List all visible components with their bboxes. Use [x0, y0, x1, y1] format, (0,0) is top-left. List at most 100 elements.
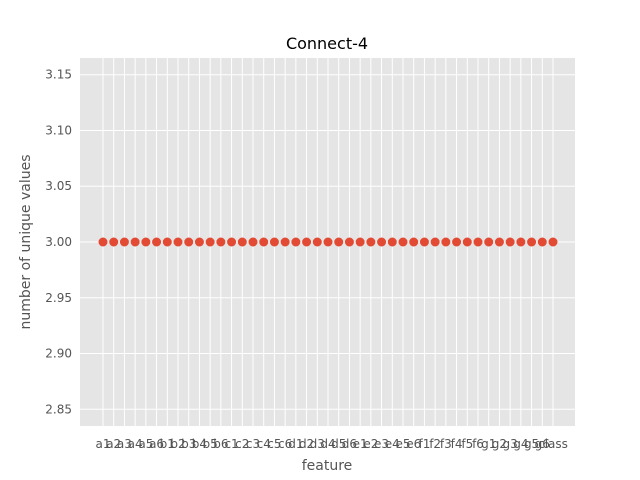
data-point-e1	[355, 237, 365, 247]
y-tick-label: 3.15	[45, 68, 72, 82]
data-point-f6	[473, 237, 483, 247]
data-point-a3	[119, 237, 129, 247]
data-point-a4	[130, 237, 140, 247]
data-point-b6	[216, 237, 226, 247]
data-points	[98, 237, 558, 247]
data-point-d4	[323, 237, 333, 247]
data-point-a2	[109, 237, 119, 247]
x-axis-label: feature	[302, 458, 353, 474]
x-tick-label: e2	[363, 437, 378, 451]
data-point-g6	[537, 237, 547, 247]
x-tick-label: f4	[451, 437, 463, 451]
data-point-e5	[398, 237, 408, 247]
x-tick-label: e1	[353, 437, 368, 451]
data-point-c1	[227, 237, 237, 247]
data-point-a6	[152, 237, 162, 247]
x-tick-label: a1	[96, 437, 111, 451]
y-tick-label: 2.95	[45, 291, 72, 305]
x-tick-label: g2	[492, 437, 507, 451]
y-tick-label: 2.90	[45, 347, 72, 361]
data-point-g1	[484, 237, 494, 247]
x-tick-label: a2	[106, 437, 121, 451]
x-tick-label: d1	[288, 437, 303, 451]
x-tick-label: c4	[257, 437, 271, 451]
x-tick-label: f5	[461, 437, 473, 451]
y-tick-label: 3.05	[45, 179, 72, 193]
data-point-d5	[334, 237, 344, 247]
x-tick-label: b5	[203, 437, 218, 451]
x-tick-label: d3	[310, 437, 325, 451]
data-point-b3	[184, 237, 194, 247]
data-point-d6	[344, 237, 354, 247]
x-tick-label: a3	[117, 437, 132, 451]
data-point-d3	[312, 237, 322, 247]
y-tick-label: 3.00	[45, 235, 72, 249]
y-tick-label: 3.10	[45, 123, 72, 137]
x-tick-label: e6	[406, 437, 421, 451]
x-tick-label: e5	[395, 437, 410, 451]
x-tick-label: f2	[429, 437, 441, 451]
data-point-e3	[377, 237, 387, 247]
data-point-f1	[419, 237, 429, 247]
x-tick-label: f6	[472, 437, 484, 451]
data-point-c3	[248, 237, 258, 247]
x-tick-label: d2	[299, 437, 314, 451]
data-point-a5	[141, 237, 151, 247]
data-point-c6	[280, 237, 290, 247]
data-point-b4	[194, 237, 204, 247]
data-point-b5	[205, 237, 215, 247]
data-point-d1	[291, 237, 301, 247]
x-tick-label: e4	[385, 437, 400, 451]
x-tick-label: b1	[160, 437, 175, 451]
x-tick-label: b2	[170, 437, 185, 451]
data-point-b2	[173, 237, 183, 247]
data-point-c2	[237, 237, 247, 247]
x-tick-label: c2	[235, 437, 249, 451]
x-tick-label: class	[538, 437, 568, 451]
data-point-c4	[259, 237, 269, 247]
x-tick-label: b6	[213, 437, 228, 451]
x-tick-label: f3	[440, 437, 452, 451]
x-tick-label: b3	[181, 437, 196, 451]
data-point-e2	[366, 237, 376, 247]
data-point-e4	[387, 237, 397, 247]
x-tick-label: c3	[246, 437, 260, 451]
data-point-class	[548, 237, 558, 247]
data-point-f2	[430, 237, 440, 247]
x-tick-label: b4	[192, 437, 207, 451]
y-axis-label: number of unique values	[18, 154, 34, 329]
data-point-g5	[527, 237, 537, 247]
x-tick-label: a5	[138, 437, 153, 451]
x-tick-label: d4	[320, 437, 335, 451]
x-tick-label: a6	[149, 437, 164, 451]
x-tick-label: f1	[418, 437, 430, 451]
chart-title: Connect-4	[286, 34, 368, 53]
x-tick-label: a4	[128, 437, 143, 451]
data-point-b1	[162, 237, 172, 247]
y-tick-label: 2.85	[45, 402, 72, 416]
data-point-g3	[505, 237, 515, 247]
x-tick-labels: a1a2a3a4a5a6b1b2b3b4b5b6c1c2c3c4c5c6d1d2…	[96, 437, 568, 451]
data-point-c5	[269, 237, 279, 247]
x-tick-label: g4	[513, 437, 528, 451]
x-tick-label: g5	[524, 437, 539, 451]
data-point-f3	[441, 237, 451, 247]
x-tick-label: g6	[535, 437, 550, 451]
data-point-e6	[409, 237, 419, 247]
x-tick-label: g3	[503, 437, 518, 451]
data-point-a1	[98, 237, 108, 247]
y-tick-labels: 2.85 2.90 2.95 3.00 3.05 3.10 3.15	[45, 68, 72, 417]
data-point-d2	[302, 237, 312, 247]
x-tick-label: c1	[224, 437, 238, 451]
x-tick-label: d6	[342, 437, 357, 451]
x-tick-label: e3	[374, 437, 389, 451]
x-tick-label: d5	[331, 437, 346, 451]
data-point-g2	[494, 237, 504, 247]
x-tick-label: c5	[267, 437, 281, 451]
x-tick-label: c6	[278, 437, 292, 451]
data-point-f4	[452, 237, 462, 247]
data-point-g4	[516, 237, 526, 247]
x-tick-label: g1	[481, 437, 496, 451]
data-point-f5	[462, 237, 472, 247]
